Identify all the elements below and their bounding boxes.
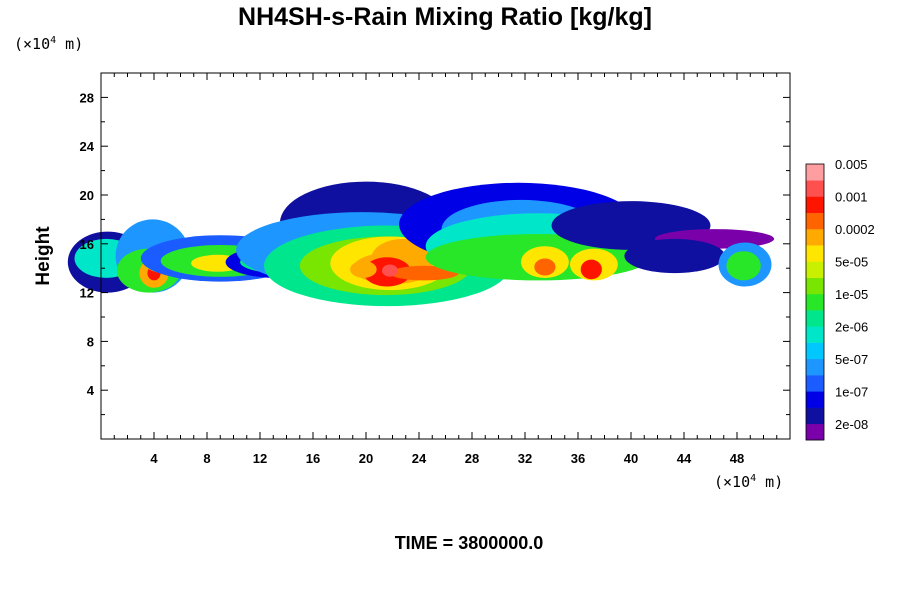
colorbar-swatch — [806, 261, 824, 278]
x-unit-base: (×10 — [714, 473, 750, 491]
x-tick-label: 28 — [465, 451, 479, 466]
colorbar-label: 2e-06 — [835, 319, 868, 334]
contour-region-23 — [382, 264, 398, 277]
y-tick-label: 24 — [80, 139, 95, 154]
x-tick-label: 36 — [571, 451, 585, 466]
x-unit-tail: m) — [756, 473, 783, 491]
x-tick-label: 40 — [624, 451, 638, 466]
colorbar-swatch — [806, 423, 824, 441]
x-tick-label: 12 — [253, 451, 267, 466]
colorbar-swatch — [806, 342, 824, 360]
colorbar-swatch — [806, 358, 824, 376]
colorbar-label: 1e-07 — [835, 384, 868, 399]
x-unit-exp: 4 — [750, 473, 756, 484]
x-tick-label: 16 — [306, 451, 320, 466]
colorbar-label: 0.005 — [835, 157, 868, 172]
x-tick-label: 20 — [359, 451, 373, 466]
x-tick-label: 4 — [150, 451, 158, 466]
colorbar-swatch — [806, 310, 824, 327]
colorbar-swatch — [806, 212, 824, 230]
y-tick-label: 28 — [80, 90, 94, 105]
contour-region-24 — [350, 260, 377, 278]
y-tick-label: 12 — [80, 286, 94, 301]
x-tick-label: 44 — [677, 451, 692, 466]
y-tick-label: 8 — [87, 334, 94, 349]
colorbar-swatch — [806, 407, 824, 425]
contour-region-30 — [534, 258, 556, 276]
y-tick-label: 4 — [87, 383, 95, 398]
colorbar-swatch — [806, 391, 824, 408]
x-axis-unit: (×104 m) — [714, 473, 783, 491]
colorbar-label: 5e-07 — [835, 352, 868, 367]
colorbar-swatch — [806, 164, 824, 181]
contour-region-37 — [726, 251, 761, 281]
colorbar-label: 5e-05 — [835, 254, 868, 269]
colorbar-swatch — [806, 228, 824, 246]
colorbar: 2e-08 1e-07 5e-07 2e-06 1e-05 5e-05 0.0002 0.00… — [805, 157, 875, 441]
colorbar-label: 1e-05 — [835, 287, 868, 302]
y-tick-label: 16 — [80, 237, 94, 252]
colorbar-swatch — [806, 293, 824, 311]
x-tick-label: 32 — [518, 451, 532, 466]
x-tick-label: 24 — [412, 451, 427, 466]
colorbar-swatch — [806, 196, 824, 214]
colorbar-label: 0.0002 — [835, 222, 875, 237]
colorbar-label: 0.001 — [835, 190, 868, 205]
time-label: TIME = 3800000.0 — [395, 533, 544, 553]
colorbar-swatch — [806, 375, 824, 392]
chart-title: NH4SH-s-Rain Mixing Ratio [kg/kg] — [238, 3, 652, 31]
contour-region-35 — [624, 238, 725, 274]
contour-region-32 — [580, 259, 602, 280]
y-axis-label: Height — [33, 226, 54, 286]
y-unit-exp: 4 — [50, 35, 56, 46]
y-tick-label: 20 — [80, 188, 94, 203]
contour-field — [67, 181, 775, 307]
y-unit-tail: m) — [56, 35, 83, 53]
y-unit-base: (×10 — [14, 35, 50, 53]
colorbar-frame — [805, 163, 825, 441]
x-tick-label: 8 — [203, 451, 210, 466]
colorbar-swatch — [806, 277, 824, 295]
contour-region-22 — [389, 265, 459, 281]
colorbar-swatch — [806, 245, 824, 262]
colorbar-label: 2e-08 — [835, 417, 868, 432]
x-tick-label: 48 — [730, 451, 744, 466]
colorbar-swatch — [806, 326, 824, 343]
colorbar-swatch — [806, 180, 824, 197]
y-axis-unit: (×104 m) — [14, 35, 83, 53]
